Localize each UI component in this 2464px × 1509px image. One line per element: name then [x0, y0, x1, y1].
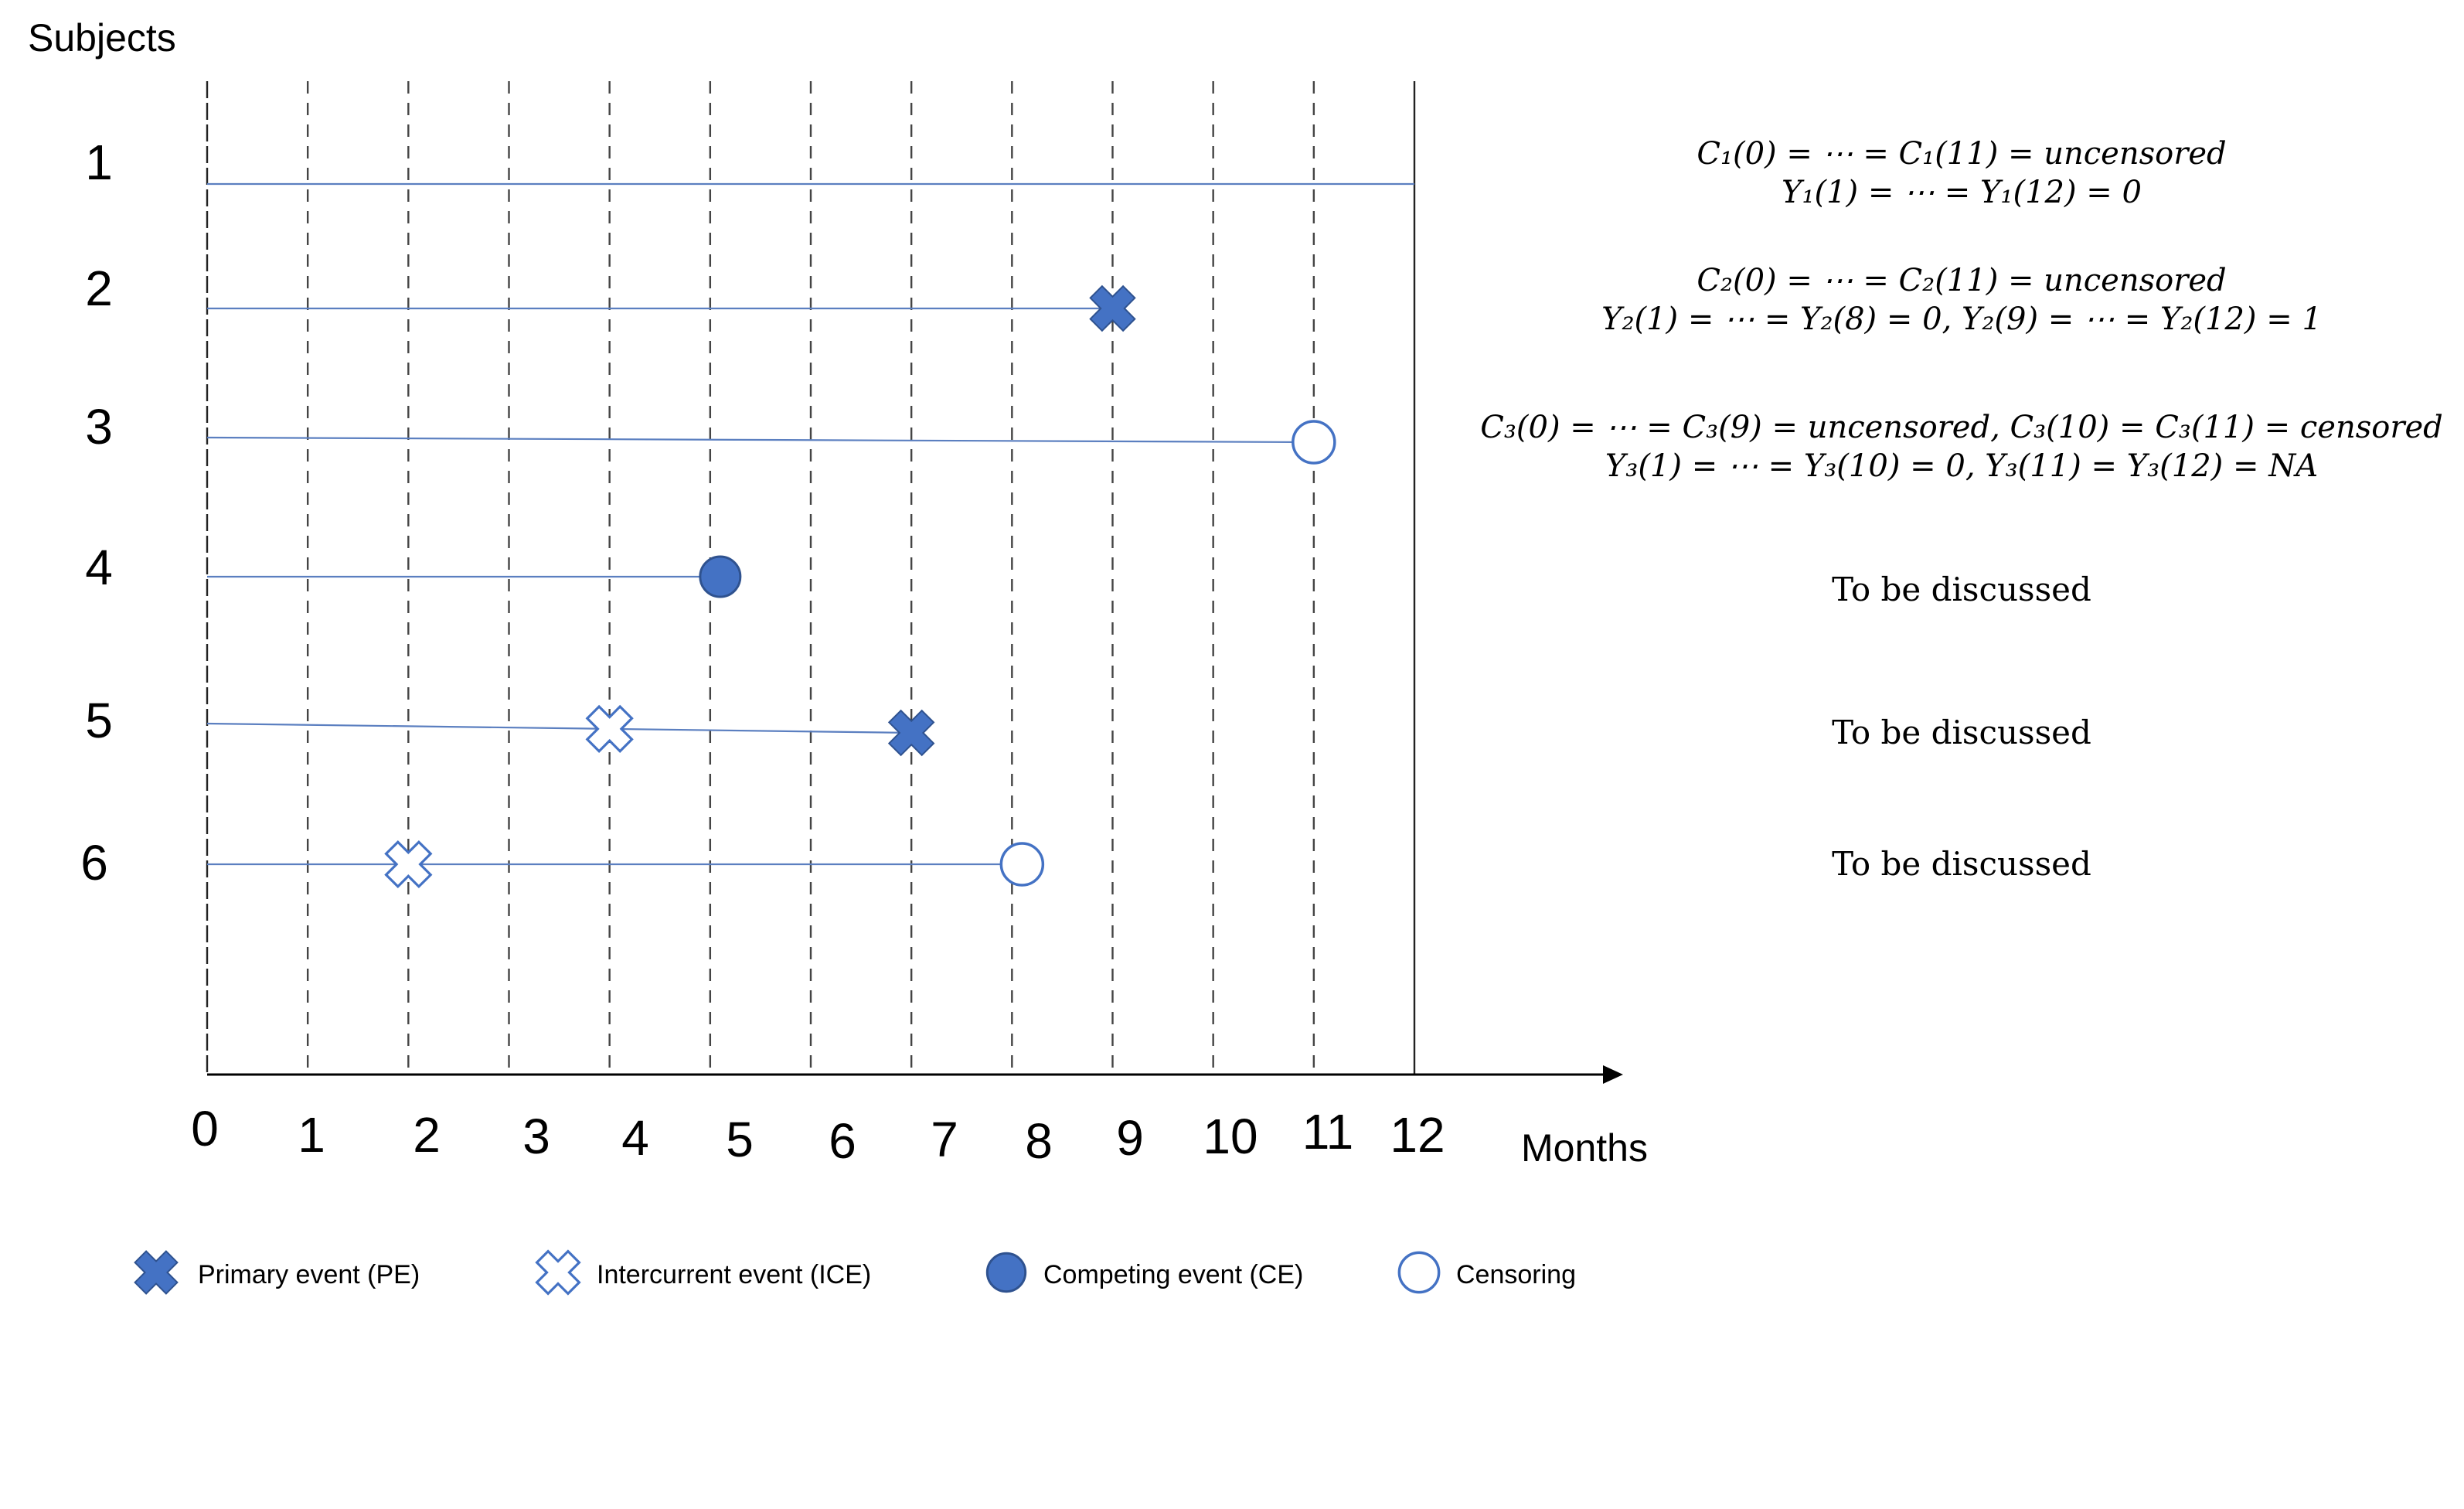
- legend-item-primary: Primary event (PE): [134, 1250, 420, 1295]
- subject-2-note-1: C₂(0) = ⋯ = C₂(11) = uncensored: [1697, 263, 2226, 298]
- legend-item-competing: Competing event (CE): [985, 1252, 1303, 1293]
- subject-row-1: 1: [85, 135, 1414, 190]
- subject-2-note-2: Y₂(1) = ⋯ = Y₂(8) = 0, Y₂(9) = ⋯ = Y₂(12…: [1601, 301, 2322, 337]
- subject-rows: 1 2 3 4 5 6: [80, 135, 1414, 891]
- subject-1-note-1: C₁(0) = ⋯ = C₁(11) = uncensored: [1697, 136, 2226, 172]
- subject-row-3: 3: [85, 399, 1336, 465]
- legend-label: Intercurrent event (ICE): [597, 1260, 871, 1289]
- tick-label-month-10: 10: [1203, 1109, 1258, 1164]
- tick-label-month-5: 5: [726, 1112, 754, 1167]
- subject-label: 2: [85, 261, 113, 316]
- subject-row-5: 5: [85, 693, 935, 757]
- subject-4-note-1: To be discussed: [1832, 571, 2091, 608]
- subject-label: 1: [85, 135, 113, 190]
- subject-3-note-1: C₃(0) = ⋯ = C₃(9) = uncensored, C₃(10) =…: [1480, 410, 2442, 445]
- subject-row-6: 6: [80, 835, 1045, 891]
- subjects-axis-label: Subjects: [28, 16, 176, 60]
- legend-item-censoring: Censoring: [1397, 1251, 1576, 1294]
- subject-label: 5: [85, 693, 113, 748]
- tick-label-month-12: 12: [1390, 1107, 1445, 1163]
- primary-event-marker: [1089, 284, 1136, 332]
- tick-label-month-3: 3: [522, 1109, 550, 1164]
- tick-label-month-7: 7: [931, 1112, 958, 1167]
- subject-row-2: 2: [85, 261, 1136, 332]
- subject-row-4: 4: [85, 540, 742, 598]
- tick-label-month-8: 8: [1025, 1113, 1053, 1169]
- tick-label-month-1: 1: [298, 1107, 325, 1163]
- subject-5-note-1: To be discussed: [1832, 714, 2091, 751]
- x-axis: 0 1 2 3 4 5 6 7 8 9 10 11 12 Months: [191, 1065, 1648, 1170]
- subject-1-note-2: Y₁(1) = ⋯ = Y₁(12) = 0: [1782, 175, 2142, 210]
- subject-label: 6: [80, 835, 108, 891]
- censoring-legend-icon: [1397, 1251, 1441, 1294]
- primary-legend-icon: [134, 1250, 179, 1295]
- intercurrent-event-marker: [585, 704, 634, 753]
- subject-label: 3: [85, 399, 113, 455]
- month-tick-labels: 0 1 2 3 4 5 6 7 8 9 10 11 12: [191, 1101, 1445, 1169]
- censoring-event-marker: [1292, 420, 1336, 465]
- legend: Primary event (PE) Intercurrent event (IC…: [134, 1249, 1576, 1296]
- tick-label-month-6: 6: [829, 1113, 856, 1169]
- primary-event-marker: [887, 709, 935, 757]
- subject-timeline: [206, 722, 912, 734]
- tick-label-month-4: 4: [621, 1110, 649, 1166]
- subject-label: 4: [85, 540, 113, 595]
- legend-label: Competing event (CE): [1043, 1260, 1303, 1289]
- x-axis-arrowhead: [1603, 1065, 1623, 1084]
- tick-label-month-11: 11: [1302, 1104, 1353, 1160]
- tick-label-month-2: 2: [413, 1107, 441, 1163]
- subject-3-note-2: Y₃(1) = ⋯ = Y₃(10) = 0, Y₃(11) = Y₃(12) …: [1605, 448, 2318, 484]
- month-gridlines: [206, 81, 1416, 1075]
- legend-item-intercurrent: Intercurrent event (ICE): [535, 1249, 871, 1296]
- competing-legend-icon: [985, 1252, 1027, 1293]
- competing-event-marker: [699, 555, 742, 598]
- subject-timeline: [206, 436, 1314, 444]
- legend-label: Primary event (PE): [198, 1260, 420, 1289]
- intercurrent-event-marker: [384, 840, 433, 889]
- months-axis-label: Months: [1521, 1126, 1648, 1170]
- legend-label: Censoring: [1456, 1260, 1576, 1289]
- censoring-event-marker: [999, 842, 1045, 887]
- tick-label-month-9: 9: [1116, 1110, 1144, 1166]
- subject-6-note-1: To be discussed: [1832, 845, 2091, 883]
- tick-label-month-0: 0: [191, 1101, 219, 1156]
- intercurrent-legend-icon: [535, 1249, 581, 1296]
